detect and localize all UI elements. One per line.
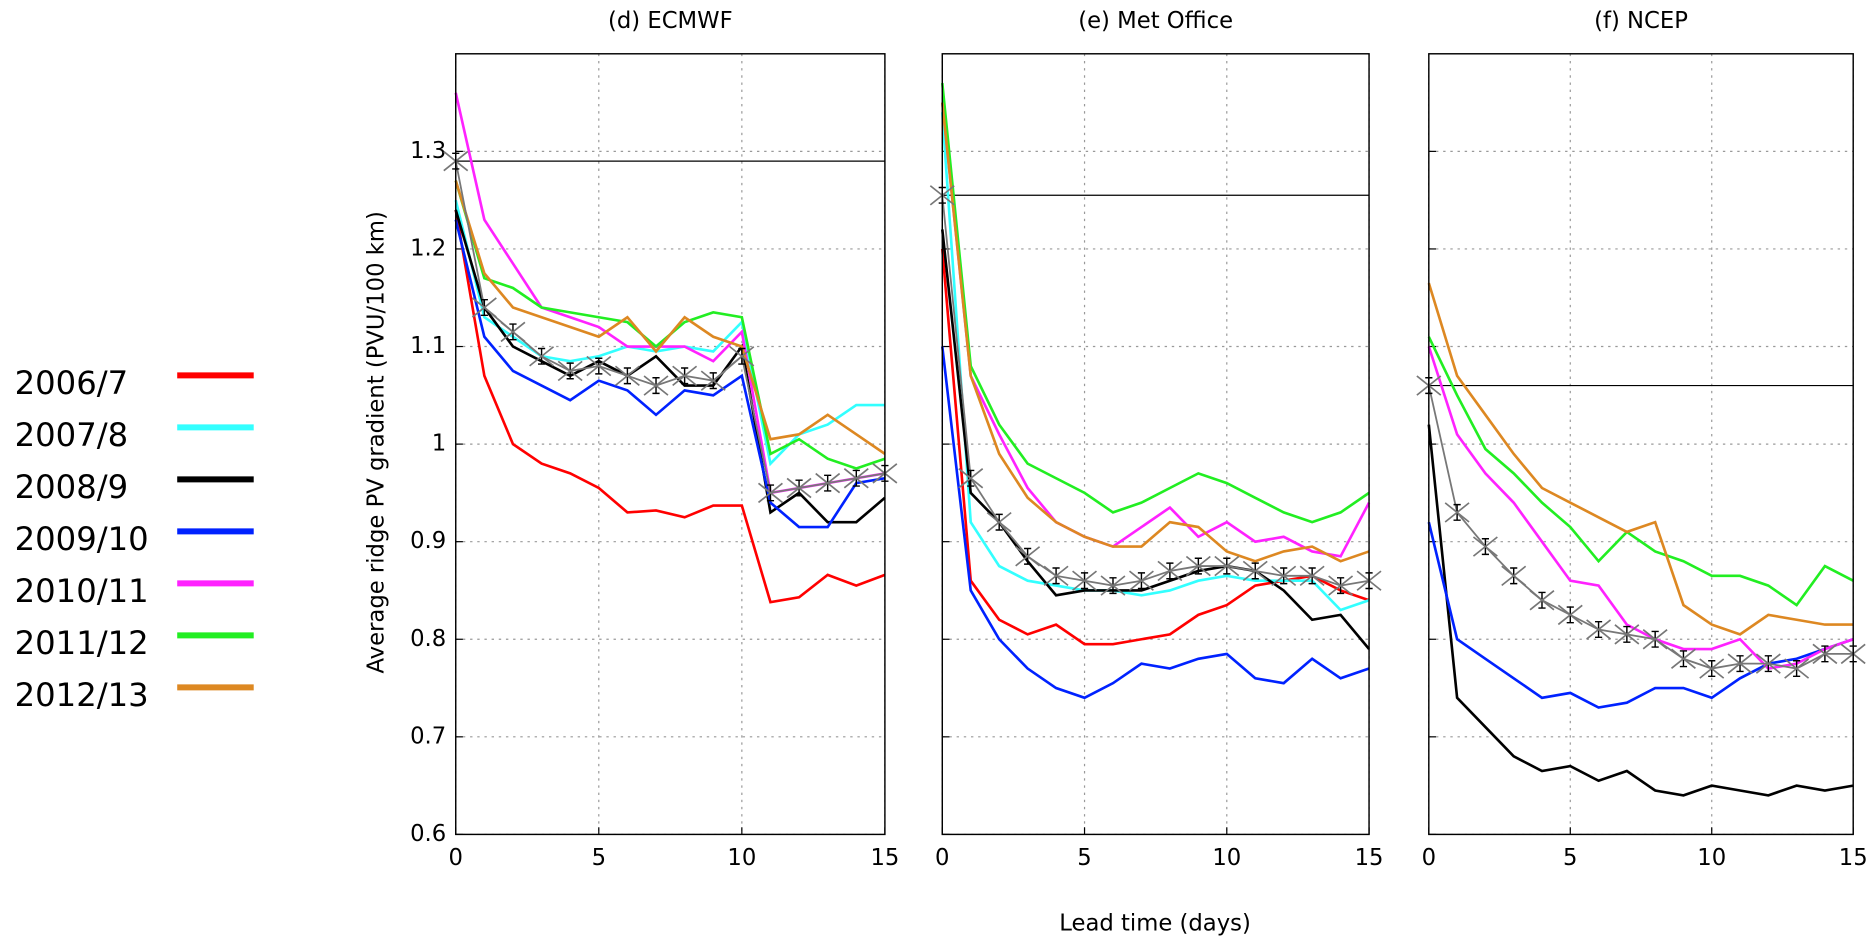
y-tick-label: 0.9 bbox=[410, 528, 446, 554]
y-tick-label: 0.7 bbox=[410, 723, 446, 749]
mean-marker bbox=[1755, 653, 1781, 674]
x-tick-label: 10 bbox=[1697, 845, 1726, 871]
legend-label: 2010/11 bbox=[15, 572, 149, 610]
legend-label: 2006/7 bbox=[15, 364, 129, 402]
mean-marker bbox=[1557, 604, 1583, 626]
mean-marker bbox=[1242, 560, 1268, 582]
axes-border bbox=[1428, 53, 1854, 836]
panel-title: (d) ECMWF bbox=[608, 8, 733, 34]
mean-marker bbox=[1015, 546, 1041, 567]
series-line bbox=[940, 102, 1371, 558]
mean-marker bbox=[700, 370, 726, 391]
mean-marker bbox=[1699, 658, 1725, 679]
legend-label: 2009/10 bbox=[15, 520, 149, 558]
axes-border bbox=[455, 53, 886, 836]
y-tick-label: 1.2 bbox=[410, 235, 446, 261]
mean-marker bbox=[1299, 565, 1325, 587]
legend-label: 2008/9 bbox=[15, 468, 129, 506]
mean-line bbox=[941, 195, 1370, 587]
mean-marker bbox=[958, 468, 984, 489]
legend-label: 2011/12 bbox=[15, 624, 149, 662]
plot-frame bbox=[942, 53, 1370, 835]
series-line bbox=[1427, 336, 1854, 607]
mean-marker bbox=[1529, 590, 1555, 611]
axes-border bbox=[941, 53, 1370, 836]
mean-marker bbox=[843, 468, 869, 489]
mean-marker bbox=[471, 297, 497, 318]
mean-marker bbox=[1328, 575, 1354, 596]
mean-marker bbox=[1043, 565, 1069, 587]
mean-line bbox=[454, 160, 886, 494]
mean-marker bbox=[1812, 643, 1838, 665]
mean-marker bbox=[1185, 555, 1211, 577]
legend-label: 2012/13 bbox=[15, 676, 149, 714]
mean-marker bbox=[757, 482, 783, 504]
mean-marker bbox=[1214, 555, 1240, 577]
x-tick-label: 0 bbox=[935, 845, 949, 871]
mean-marker bbox=[1271, 565, 1297, 587]
mean-marker bbox=[1784, 658, 1810, 679]
series-line bbox=[454, 219, 886, 529]
series-line bbox=[454, 209, 886, 524]
legend-label: 2007/8 bbox=[15, 416, 129, 454]
series-line bbox=[454, 199, 885, 467]
series-line bbox=[940, 346, 1370, 700]
mean-marker bbox=[1501, 565, 1527, 587]
x-tick-label: 5 bbox=[1077, 845, 1091, 871]
x-axis-label: Lead time (days) bbox=[1059, 911, 1251, 937]
x-tick-label: 5 bbox=[592, 845, 606, 871]
x-tick-label: 10 bbox=[727, 845, 756, 871]
mean-marker bbox=[1670, 648, 1696, 669]
x-tick-label: 15 bbox=[1839, 845, 1868, 871]
mean-marker bbox=[729, 346, 755, 367]
mean-marker bbox=[986, 511, 1012, 533]
x-tick-label: 10 bbox=[1212, 845, 1241, 871]
mean-marker bbox=[815, 472, 841, 494]
mean-marker bbox=[672, 365, 698, 387]
series-line bbox=[940, 112, 1370, 612]
series-line bbox=[454, 180, 886, 455]
y-tick-label: 0.6 bbox=[410, 821, 446, 847]
panel-title: (e) Met Office bbox=[1078, 8, 1233, 34]
y-axis-label: Average ridge PV gradient (PVU/100 km) bbox=[363, 211, 389, 673]
mean-marker bbox=[614, 365, 640, 387]
mean-marker bbox=[643, 375, 669, 396]
series-line bbox=[1427, 282, 1854, 636]
series-line bbox=[940, 102, 1370, 563]
x-tick-label: 15 bbox=[870, 845, 899, 871]
mean-marker bbox=[1128, 570, 1154, 591]
mean-marker bbox=[586, 355, 612, 377]
mean-marker bbox=[500, 321, 526, 343]
series-line bbox=[454, 209, 886, 604]
y-tick-label: 0.8 bbox=[410, 626, 446, 652]
series-line bbox=[940, 229, 1371, 650]
mean-line bbox=[1427, 385, 1854, 670]
panel-title: (f) NCEP bbox=[1594, 8, 1688, 34]
mean-marker bbox=[1072, 570, 1098, 591]
mean-marker bbox=[1727, 653, 1753, 674]
mean-marker bbox=[1100, 575, 1126, 596]
mean-marker bbox=[786, 477, 812, 499]
mean-marker bbox=[529, 346, 555, 367]
plot-frame bbox=[455, 53, 885, 835]
series-line bbox=[1427, 521, 1854, 709]
series-line bbox=[940, 248, 1370, 646]
x-tick-label: 0 bbox=[1422, 845, 1436, 871]
x-tick-label: 0 bbox=[449, 845, 463, 871]
mean-marker bbox=[1472, 536, 1498, 557]
x-tick-label: 5 bbox=[1563, 845, 1577, 871]
series-line bbox=[940, 82, 1370, 524]
series-line bbox=[1427, 424, 1854, 797]
mean-marker bbox=[1444, 502, 1470, 523]
y-tick-label: 1.1 bbox=[410, 333, 446, 359]
x-tick-label: 15 bbox=[1355, 845, 1384, 871]
mean-marker bbox=[557, 360, 583, 382]
mean-marker bbox=[1586, 619, 1612, 640]
mean-marker bbox=[1614, 624, 1640, 645]
mean-marker bbox=[1157, 560, 1183, 582]
y-tick-label: 1.3 bbox=[410, 138, 446, 164]
mean-marker bbox=[1642, 629, 1668, 650]
y-tick-label: 1 bbox=[432, 431, 446, 457]
